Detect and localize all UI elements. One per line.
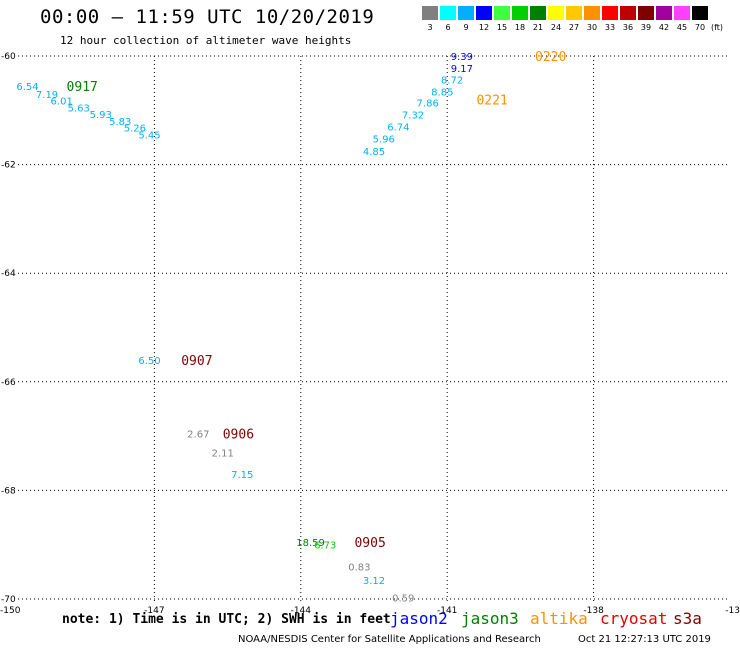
track-time-label: 0917 <box>67 80 98 95</box>
wave-height-value: 8.85 <box>431 87 453 98</box>
legend-swatch <box>548 6 564 20</box>
wave-height-value: 9.17 <box>451 64 473 75</box>
legend-label: 36 <box>622 23 634 32</box>
legend-swatch <box>602 6 618 20</box>
lat-tick-label: -60 <box>1 52 16 62</box>
satellite-s3a: s3a <box>673 609 702 628</box>
lat-tick-label: -66 <box>1 378 16 388</box>
wave-height-value: 9.39 <box>451 52 473 63</box>
legend-label: 9 <box>463 23 469 32</box>
wave-height-value: 7.19 <box>36 90 58 101</box>
satellite-cryosat: cryosat <box>600 609 668 628</box>
wave-height-value: 6.74 <box>387 123 409 134</box>
wave-height-value: 5.93 <box>90 110 112 121</box>
legend-label: 70 <box>694 23 706 32</box>
legend-label: 21 <box>532 23 544 32</box>
satellite-jason2: jason2 <box>390 609 448 628</box>
track-time-label: 0907 <box>181 354 212 369</box>
legend-swatch <box>674 6 690 20</box>
wave-height-value: 7.86 <box>417 99 439 110</box>
legend-label: 33 <box>604 23 616 32</box>
wave-height-value: 0.59 <box>392 593 414 604</box>
legend-swatch <box>620 6 636 20</box>
lat-tick-label: -62 <box>1 161 16 171</box>
credit-line: NOAA/NESDIS Center for Satellite Applica… <box>238 634 541 645</box>
legend-swatch <box>458 6 474 20</box>
satellite-jason3: jason3 <box>461 609 519 628</box>
track-time-label: 0906 <box>223 427 254 442</box>
wave-height-value: 8.72 <box>441 75 463 86</box>
wave-height-value: 7.32 <box>402 111 424 122</box>
legend-unit: (ft) <box>710 23 724 32</box>
legend-swatch <box>422 6 438 20</box>
legend-swatch <box>476 6 492 20</box>
wave-height-value: 5.83 <box>109 117 131 128</box>
lat-tick-label: -68 <box>1 486 16 496</box>
lon-tick-label: -144 <box>291 606 312 616</box>
legend-label: 24 <box>550 23 562 32</box>
lon-tick-label: -147 <box>144 606 164 616</box>
wave-height-value: 7.15 <box>231 470 253 481</box>
legend-swatch <box>512 6 528 20</box>
footer-note: note: 1) Time is in UTC; 2) SWH is in fe… <box>62 612 391 627</box>
generation-timestamp: Oct 21 12:27:13 UTC 2019 <box>578 634 711 645</box>
legend-label: 3 <box>427 23 433 32</box>
lat-tick-label: -70 <box>1 595 16 605</box>
lon-tick-label: -141 <box>437 606 457 616</box>
legend-label: 12 <box>478 23 490 32</box>
legend-label: 6 <box>445 23 451 32</box>
page-subtitle: 12 hour collection of altimeter wave hei… <box>60 34 352 47</box>
legend-swatch <box>494 6 510 20</box>
lon-tick-label: -150 <box>0 606 21 616</box>
legend-swatch <box>692 6 708 20</box>
wave-height-value: 5.96 <box>373 135 395 146</box>
track-time-label: 0905 <box>354 536 385 551</box>
wave-height-value: 2.67 <box>187 429 209 440</box>
wave-height-value: 5.26 <box>124 124 146 135</box>
wave-height-value: 6.54 <box>16 82 38 93</box>
legend-swatch <box>656 6 672 20</box>
legend-label: 18 <box>514 23 526 32</box>
legend-swatch <box>530 6 546 20</box>
lon-tick-label: -13 <box>725 606 740 616</box>
wave-height-value: 18.59 <box>296 538 325 549</box>
wave-height-value: 5.45 <box>138 131 160 142</box>
wave-height-value: 6.01 <box>51 97 73 108</box>
legend-swatch <box>440 6 456 20</box>
legend-label: 45 <box>676 23 688 32</box>
legend-swatch <box>566 6 582 20</box>
legend-label: 39 <box>640 23 652 32</box>
legend-swatch <box>584 6 600 20</box>
wave-height-value: 2.11 <box>212 448 234 459</box>
lon-tick-label: -138 <box>583 606 604 616</box>
wave-height-value: 6.50 <box>138 356 160 367</box>
wave-height-value: 0.83 <box>348 562 370 573</box>
page-title: 00:00 – 11:59 UTC 10/20/2019 <box>40 6 375 28</box>
legend-label: 27 <box>568 23 580 32</box>
legend-label: 42 <box>658 23 670 32</box>
wave-height-value: 6.73 <box>314 541 336 552</box>
wave-height-value: 3.12 <box>363 576 385 587</box>
track-time-label: 0221 <box>476 93 507 108</box>
wave-height-value: 4.85 <box>363 147 385 158</box>
satellite-altika: altika <box>530 609 588 628</box>
track-time-label: 0220 <box>535 50 566 65</box>
legend-swatch <box>638 6 654 20</box>
legend-label: 15 <box>496 23 508 32</box>
legend-label: 30 <box>586 23 598 32</box>
lat-tick-label: -64 <box>1 269 16 279</box>
wave-height-value: 5.63 <box>68 104 90 115</box>
